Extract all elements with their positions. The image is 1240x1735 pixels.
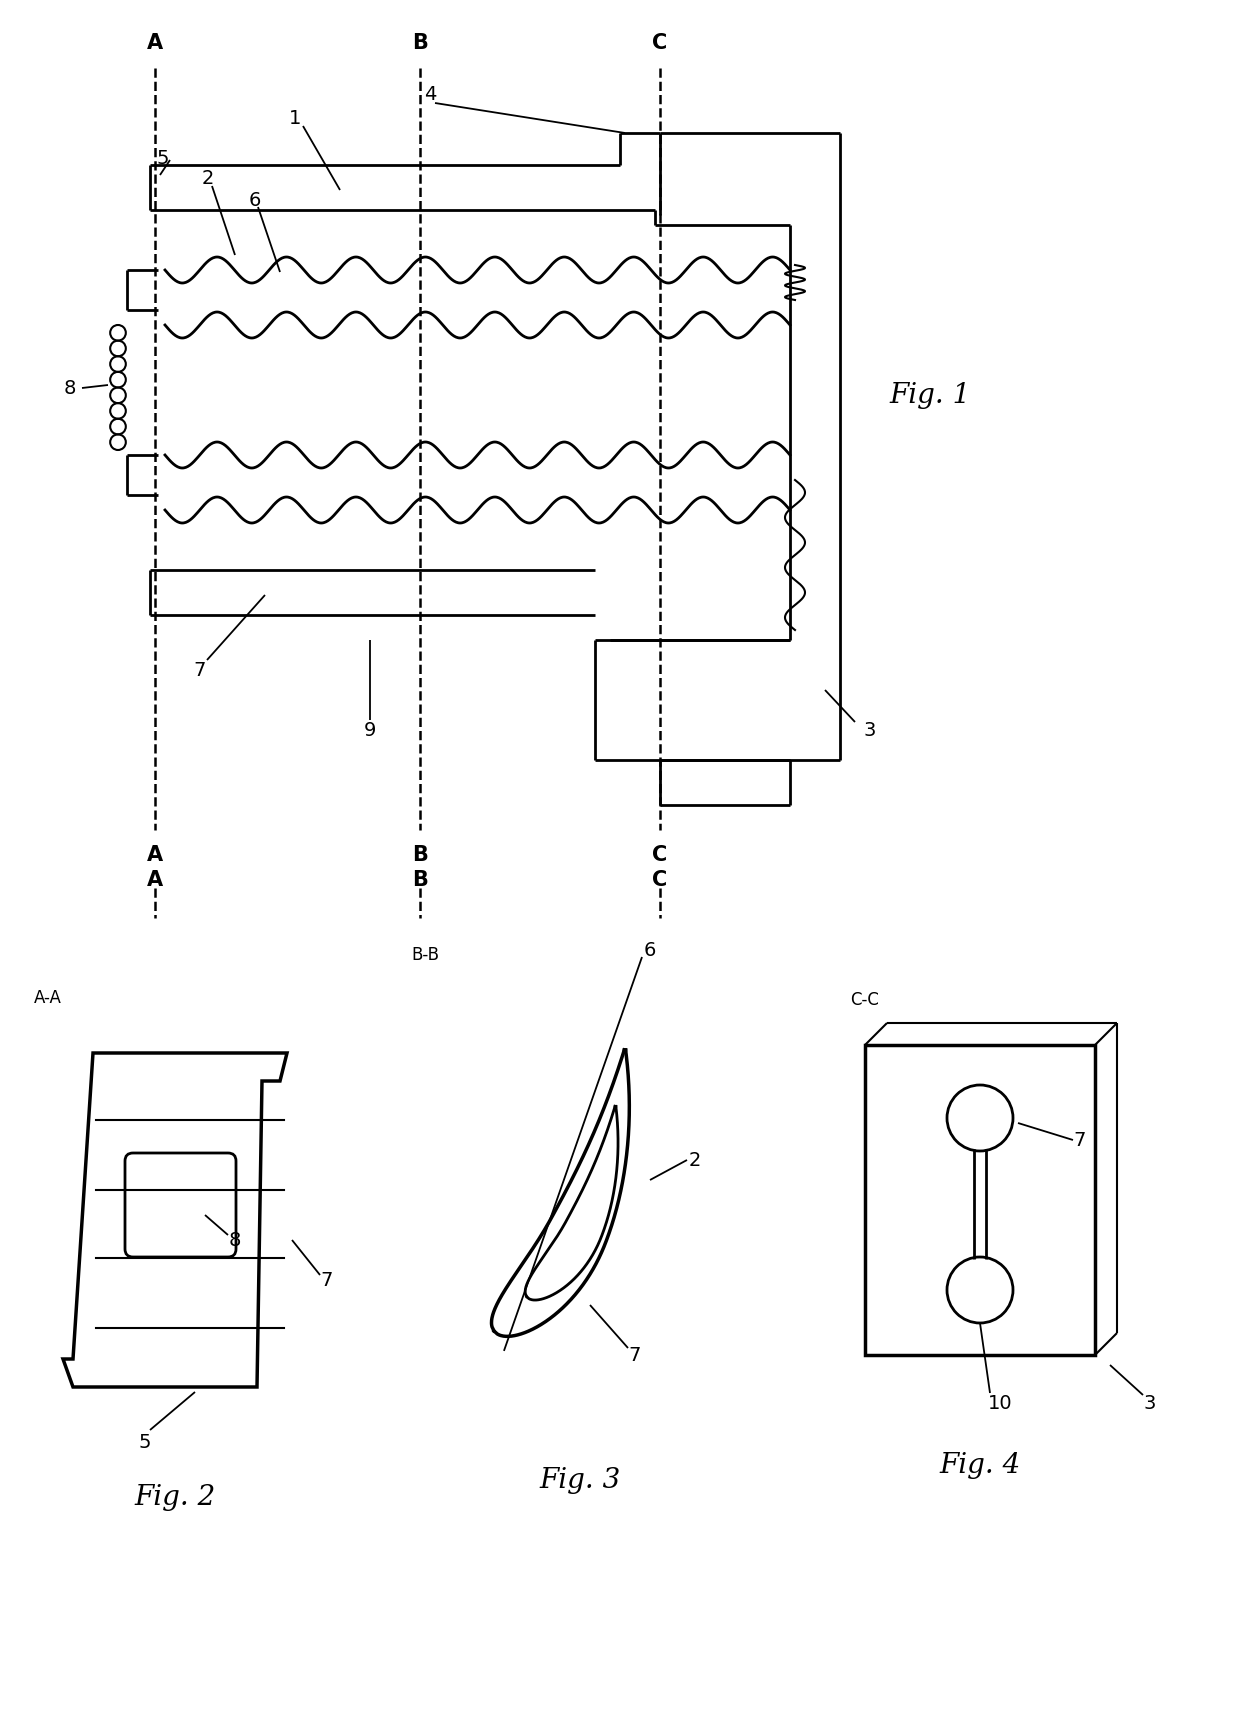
Text: C: C [652, 33, 667, 54]
Text: B: B [412, 33, 428, 54]
Text: C: C [652, 845, 667, 866]
Text: A-A: A-A [33, 989, 62, 1006]
Text: C-C: C-C [851, 991, 879, 1010]
Text: 5: 5 [139, 1433, 151, 1452]
Text: Fig. 3: Fig. 3 [539, 1466, 621, 1494]
Text: 1: 1 [289, 109, 301, 127]
Text: 3: 3 [864, 720, 877, 739]
Text: Fig. 1: Fig. 1 [889, 382, 971, 408]
Text: 7: 7 [629, 1346, 641, 1364]
Text: 2: 2 [688, 1150, 701, 1169]
Text: 2: 2 [202, 168, 215, 187]
Text: 7: 7 [193, 661, 206, 680]
Text: B: B [412, 869, 428, 890]
Text: Fig. 4: Fig. 4 [940, 1452, 1021, 1478]
Text: C: C [652, 869, 667, 890]
Text: 9: 9 [363, 720, 376, 739]
Text: 7: 7 [1074, 1131, 1086, 1150]
Text: 6: 6 [644, 940, 656, 959]
Text: B-B: B-B [410, 946, 439, 965]
Bar [866, 1044, 1095, 1355]
Text: 10: 10 [988, 1393, 1012, 1412]
Text: A: A [146, 845, 164, 866]
Text: B: B [412, 845, 428, 866]
Text: A: A [146, 869, 164, 890]
Text: 4: 4 [424, 85, 436, 104]
Text: Fig. 2: Fig. 2 [134, 1483, 216, 1511]
Text: 8: 8 [63, 378, 76, 397]
Text: 7: 7 [321, 1270, 334, 1289]
Text: 5: 5 [156, 149, 169, 168]
Text: 6: 6 [249, 191, 262, 210]
Text: A: A [146, 33, 164, 54]
Text: 3: 3 [1143, 1393, 1156, 1412]
Text: 8: 8 [229, 1230, 242, 1249]
